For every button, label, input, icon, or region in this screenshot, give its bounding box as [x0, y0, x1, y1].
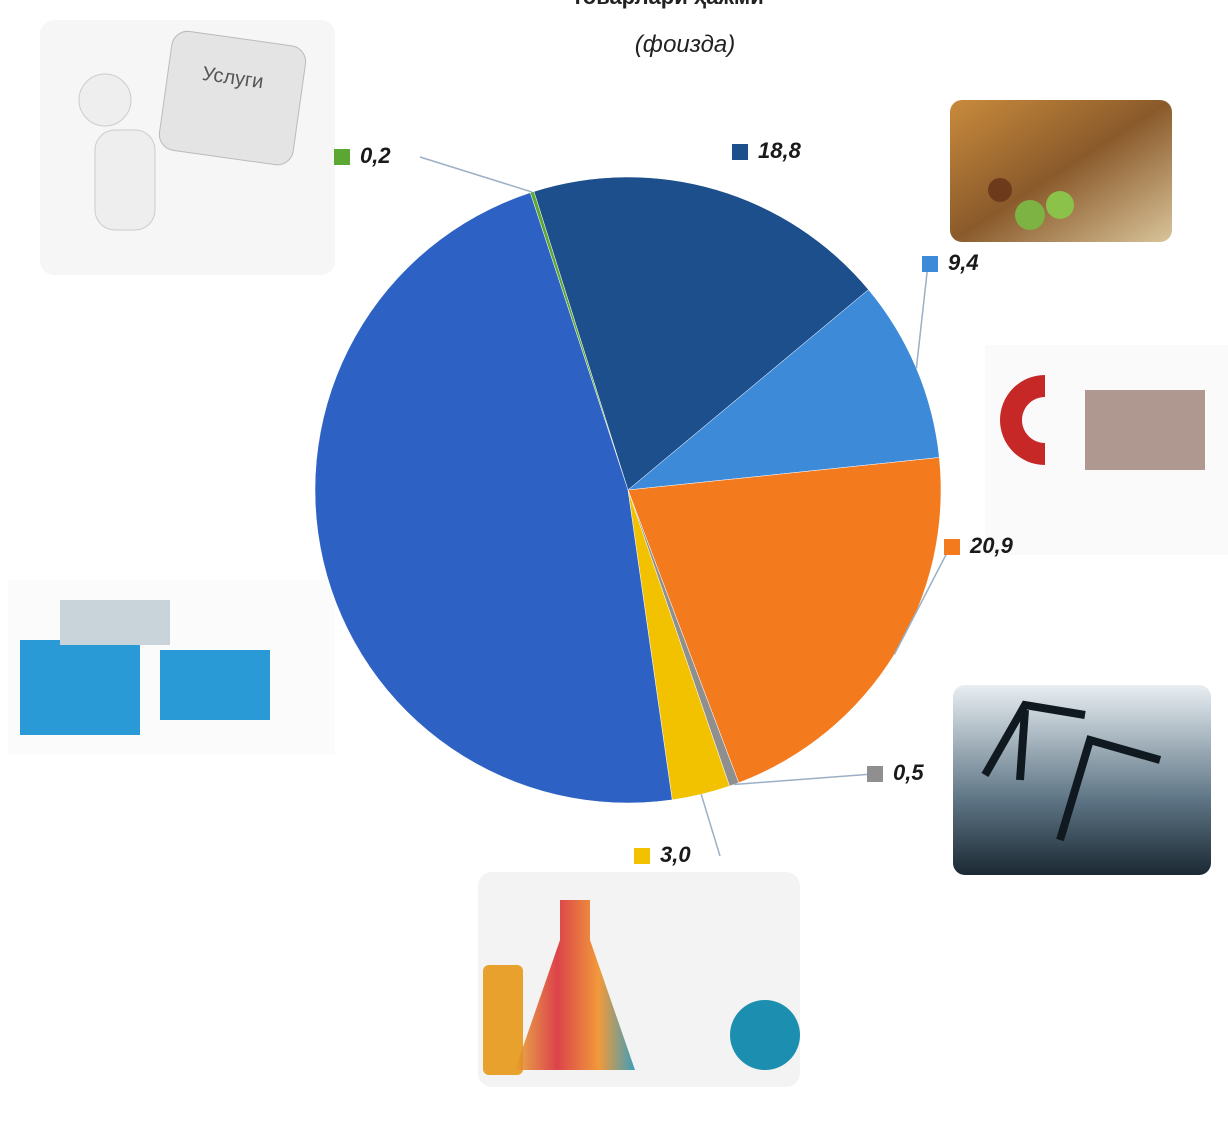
legend-swatch	[922, 256, 938, 272]
leader-line	[700, 794, 721, 857]
magnet	[1000, 375, 1045, 465]
figure-head	[78, 73, 132, 127]
legend-swatch	[867, 766, 883, 782]
leader-line	[915, 263, 929, 369]
food-image	[950, 100, 1172, 242]
pie-slice	[627, 289, 940, 491]
data-label: 20,9	[969, 533, 1014, 558]
data-label: 0,5	[893, 760, 924, 785]
leader-line	[893, 546, 951, 655]
data-label: 9,4	[948, 250, 979, 275]
data-label: 18,8	[758, 138, 802, 163]
legend-swatch	[944, 539, 960, 555]
pie-slice	[314, 192, 673, 804]
legend-swatch	[634, 848, 650, 864]
pie-slice	[533, 176, 869, 491]
chart-subtitle: (фоизда)	[635, 31, 736, 58]
data-label: 0,2	[360, 143, 391, 168]
chart-title: товарлари ҳажми	[572, 0, 763, 9]
key-cap	[158, 30, 307, 166]
figure-body	[94, 129, 156, 231]
leader-line	[734, 773, 874, 786]
data-label: 3,0	[660, 842, 691, 867]
leader-line	[419, 156, 533, 193]
legend-swatch	[334, 149, 350, 165]
illustrations: Услуги	[8, 20, 1228, 1087]
legend-swatch	[732, 144, 748, 160]
